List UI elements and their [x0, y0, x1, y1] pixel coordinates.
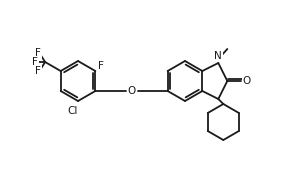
Text: O: O — [127, 86, 136, 96]
Text: F: F — [98, 61, 104, 71]
Text: O: O — [242, 76, 251, 86]
Text: F: F — [35, 48, 41, 58]
Text: N: N — [214, 51, 222, 61]
Text: F: F — [32, 57, 38, 67]
Text: Cl: Cl — [68, 106, 78, 116]
Text: F: F — [35, 66, 41, 76]
